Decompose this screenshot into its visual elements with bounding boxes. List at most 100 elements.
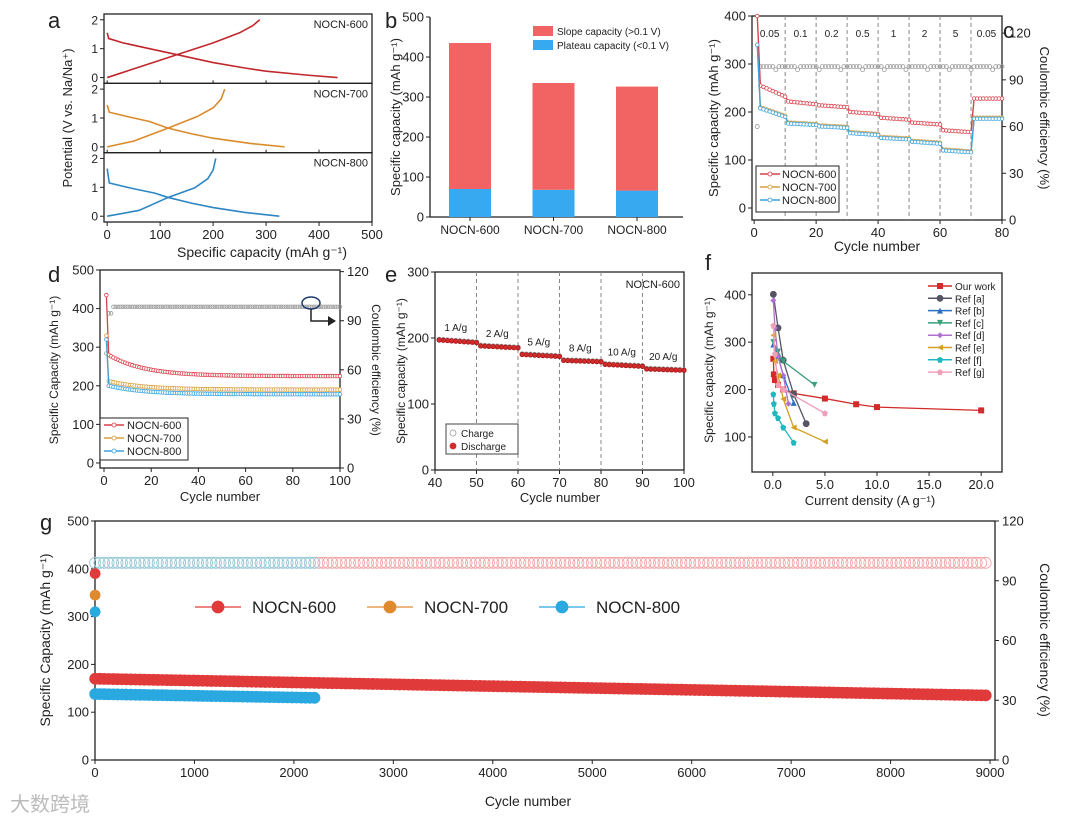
ce-point	[906, 64, 912, 70]
data-point-NOCN-600	[999, 96, 1005, 101]
ce-point-NOCN-600	[402, 556, 415, 569]
data-point-Ref [a]	[802, 420, 810, 428]
ce-point	[238, 304, 244, 310]
x-tick-label: 400	[308, 227, 330, 242]
ce-point	[788, 64, 794, 70]
rate-label: 0.1	[794, 29, 808, 40]
legend-marker	[449, 442, 457, 450]
ce-point	[915, 64, 921, 70]
ce-point	[888, 64, 893, 70]
discharge-point	[598, 359, 604, 365]
ce-point-NOCN-600	[317, 556, 330, 569]
ce-point	[981, 64, 986, 70]
y-tick-label: 100	[407, 397, 429, 412]
ce-point	[149, 304, 154, 310]
legend-label: NOCN-600	[782, 169, 836, 181]
x-tick-label: 60	[511, 475, 525, 490]
y-tick-label: 500	[67, 514, 89, 529]
discharge-curve-NOCN-600	[106, 32, 338, 79]
ce-point	[278, 304, 284, 310]
ce-point	[123, 304, 128, 310]
ce-point-NOCN-600	[406, 556, 419, 569]
y-tick-label: 300	[724, 57, 746, 72]
ce-point-NOCN-600	[585, 556, 598, 569]
rate-label: 2 A/g	[486, 329, 509, 340]
x-tick-label: 500	[361, 227, 383, 242]
ce-point	[267, 304, 272, 310]
ce-point-NOCN-600	[451, 556, 464, 569]
ce-point-NOCN-600	[670, 556, 683, 569]
ce-point	[290, 304, 296, 310]
discharge-point	[494, 344, 500, 350]
legend-swatch	[533, 26, 553, 36]
charge-curve-NOCN-600	[106, 19, 261, 79]
y-tick-label: 200	[724, 105, 746, 120]
ce-point-NOCN-600	[420, 556, 433, 569]
ce-point	[866, 64, 872, 70]
ce-point-NOCN-600	[675, 556, 688, 569]
y-tick-label: 300	[407, 265, 429, 280]
y-tick-label: 0	[91, 210, 98, 224]
ce-point	[222, 304, 227, 310]
ce-point-NOCN-800	[250, 556, 263, 569]
data-point-NOCN-600	[937, 122, 943, 127]
ce-point-NOCN-600	[518, 556, 531, 569]
ce-point	[283, 304, 288, 310]
ce-point-NOCN-600	[805, 556, 818, 569]
arrow-head-icon	[328, 316, 336, 326]
ce-point-NOCN-600	[800, 556, 813, 569]
ce-point-NOCN-800	[210, 556, 222, 569]
ce-point-NOCN-600	[366, 556, 379, 569]
ce-point-NOCN-600	[371, 556, 383, 569]
ce-point	[250, 304, 255, 310]
y-tick-label: 200	[67, 657, 89, 672]
ce-point-NOCN-600	[630, 556, 643, 569]
ce-point-NOCN-600	[899, 556, 911, 569]
ce-point-NOCN-600	[599, 556, 612, 569]
y-right-tick-label: 0	[1002, 753, 1009, 768]
ce-point-NOCN-600	[926, 556, 938, 569]
ce-point-NOCN-800	[281, 556, 294, 569]
discharge-point	[444, 337, 451, 344]
ce-point-NOCN-800	[290, 556, 303, 569]
ce-point	[841, 64, 847, 70]
discharge-point	[619, 362, 625, 368]
panel-label-b: b	[385, 8, 397, 33]
ce-point-NOCN-600	[702, 556, 715, 569]
ce-point	[829, 64, 835, 70]
ce-point-NOCN-600	[809, 556, 822, 569]
ce-point-NOCN-600	[456, 556, 468, 569]
bar-NOCN-700-0	[532, 189, 575, 217]
legend-label: NOCN-700	[127, 433, 181, 445]
ce-point-NOCN-600	[478, 556, 491, 569]
ce-point	[953, 64, 958, 70]
discharge-point	[465, 339, 471, 345]
rate-label: 0.2	[825, 29, 839, 40]
ce-point	[245, 304, 251, 310]
ce-point	[269, 304, 274, 310]
bar-NOCN-700-1	[532, 83, 575, 190]
x-axis-label: Cycle number	[834, 238, 921, 254]
data-point-NOCN-600	[782, 94, 788, 99]
y-axis-label: Specific capacity (mAh g⁻¹)	[388, 38, 403, 196]
ce-point-NOCN-800	[308, 556, 321, 569]
ce-point-NOCN-600	[326, 556, 339, 569]
ce-point-NOCN-600	[943, 556, 956, 569]
data-point-Our work	[853, 401, 860, 408]
data-point-NOCN-800	[308, 691, 321, 704]
legend-marker	[937, 356, 943, 363]
ce-point	[184, 304, 189, 310]
ce-point	[903, 67, 909, 73]
ce-point-NOCN-600	[603, 556, 616, 569]
y-tick-label: 1	[91, 181, 98, 195]
ce-point	[999, 64, 1005, 70]
legend-marker	[937, 344, 943, 351]
discharge-point	[531, 352, 538, 358]
ce-point	[146, 304, 152, 310]
ce-point	[330, 304, 336, 310]
data-point-Our work	[821, 395, 828, 402]
data-point-Ref [b]	[790, 399, 797, 406]
ce-point	[984, 64, 989, 70]
ce-point-NOCN-600	[688, 556, 701, 569]
y-tick-label: 0	[422, 463, 429, 478]
